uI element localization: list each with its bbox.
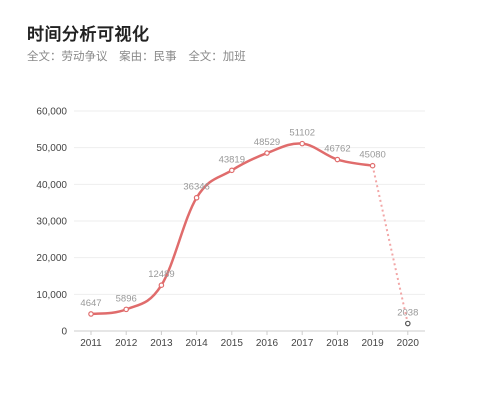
x-tick-label: 2014	[185, 338, 208, 349]
data-label: 51102	[289, 128, 315, 139]
filter-case-cause: 案由：民事	[119, 49, 177, 63]
data-point	[88, 311, 94, 317]
data-point	[299, 140, 306, 147]
y-tick-label: 10,000	[36, 290, 67, 301]
data-point	[334, 156, 341, 163]
data-label: 36346	[183, 182, 209, 193]
data-label: 12489	[148, 269, 174, 280]
x-tick-label: 2020	[397, 338, 420, 349]
y-tick-label: 60,000	[36, 107, 67, 118]
data-label: 4647	[80, 298, 101, 309]
data-point	[158, 282, 165, 289]
filter-summary: 全文：劳动争议 案由：民事 全文：加班	[27, 48, 254, 64]
filter-fulltext-overtime: 全文：加班	[188, 49, 246, 63]
x-tick-label: 2011	[80, 338, 102, 349]
data-label: 46762	[324, 144, 350, 155]
y-tick-label: 20,000	[36, 253, 67, 264]
y-tick-label: 50,000	[36, 143, 67, 154]
x-tick-label: 2019	[361, 338, 384, 349]
y-tick-label: 0	[61, 327, 67, 338]
data-label: 48529	[254, 137, 280, 148]
data-label: 43819	[219, 154, 245, 165]
y-tick-label: 30,000	[36, 217, 67, 228]
data-label: 45080	[359, 150, 385, 161]
data-point	[229, 167, 235, 174]
y-tick-label: 40,000	[36, 180, 67, 191]
data-label: 2038	[397, 308, 418, 319]
projected-segment	[371, 165, 409, 324]
data-point	[369, 162, 376, 169]
data-point	[193, 194, 200, 201]
data-label: 5896	[116, 293, 137, 304]
x-tick-label: 2016	[256, 338, 279, 349]
x-tick-label: 2015	[221, 338, 244, 349]
data-point	[404, 320, 411, 327]
data-point	[123, 306, 130, 313]
page-title: 时间分析可视化	[27, 25, 150, 45]
x-tick-label: 2018	[326, 338, 349, 349]
x-tick-label: 2012	[115, 338, 138, 349]
data-point	[264, 150, 270, 156]
x-tick-label: 2013	[150, 338, 173, 349]
filter-fulltext-labor-dispute: 全文：劳动争议	[27, 49, 108, 63]
x-tick-label: 2017	[291, 338, 314, 349]
